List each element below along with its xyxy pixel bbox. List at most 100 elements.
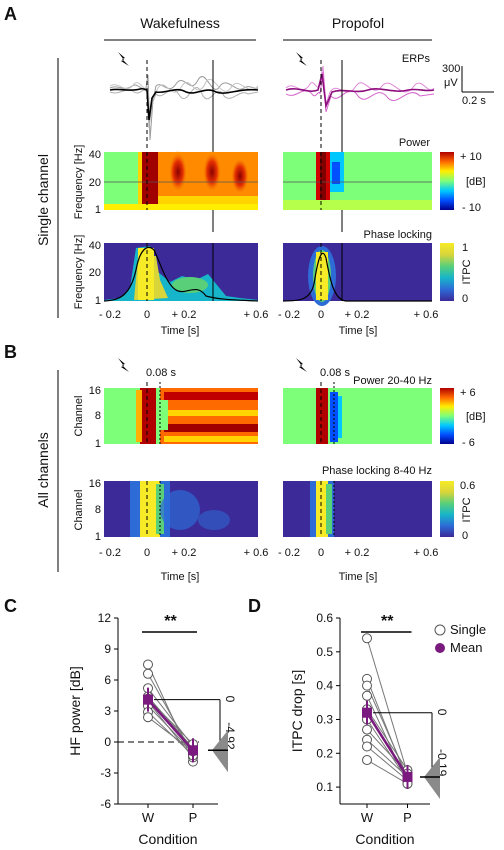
mean-line <box>147 698 194 752</box>
y-tick-label: 0.5 <box>316 645 333 659</box>
y-tick-label: 9 <box>104 642 111 656</box>
svg-text:+ 6: + 6 <box>460 387 476 399</box>
scale-amp: 300 <box>442 63 460 75</box>
row-label-all: All channels <box>35 432 51 508</box>
svg-text:+ 0.6: + 0.6 <box>244 547 269 559</box>
significance-label: ** <box>381 613 394 630</box>
svg-text:Frequency [Hz]: Frequency [Hz] <box>73 145 85 220</box>
svg-text:[dB]: [dB] <box>466 176 486 188</box>
svg-text:- 0.2: - 0.2 <box>99 547 121 559</box>
svg-text:1: 1 <box>462 242 468 254</box>
diff-distribution <box>424 756 440 799</box>
svg-text:+ 0.6: + 0.6 <box>414 309 439 321</box>
pair-line <box>366 638 408 774</box>
freq-axis-phase: Frequency [Hz] 40 20 1 <box>73 235 101 310</box>
svg-text:+ 0.6: + 0.6 <box>414 547 439 559</box>
svg-text:Channel: Channel <box>73 396 85 437</box>
y-axis-label: ITPC drop [s] <box>289 670 305 752</box>
itpc-map-wake <box>103 243 259 302</box>
svg-text:+ 10: + 10 <box>460 151 482 163</box>
y-tick-label: 0.2 <box>316 746 333 760</box>
stimulus-icon <box>118 52 129 66</box>
svg-text:16: 16 <box>89 478 101 490</box>
pair-line <box>366 709 408 771</box>
svg-text:0: 0 <box>318 309 324 321</box>
svg-text:- 0.2: - 0.2 <box>99 309 121 321</box>
single-point <box>143 712 153 723</box>
y-tick-label: -6 <box>100 797 111 811</box>
pair-line <box>147 698 194 745</box>
svg-text:8: 8 <box>95 504 101 516</box>
svg-text:+ 0.2: + 0.2 <box>345 309 370 321</box>
svg-text:Frequency [Hz]: Frequency [Hz] <box>73 235 85 310</box>
svg-text:0: 0 <box>462 293 468 305</box>
svg-text:ITPC: ITPC <box>461 497 473 522</box>
pair-line <box>147 705 194 753</box>
single-point <box>362 680 372 691</box>
svg-text:0: 0 <box>144 309 150 321</box>
svg-text:1: 1 <box>95 438 101 450</box>
svg-text:40: 40 <box>89 149 101 161</box>
y-tick-label: -3 <box>100 766 111 780</box>
y-tick-label: 0.1 <box>316 780 333 794</box>
x-tick-label: P <box>189 810 198 825</box>
time-axis-a-prop: - 0.2 0 + 0.2 + 0.6 Time [s] <box>278 309 438 337</box>
svg-text:20: 20 <box>89 267 101 279</box>
legend-marker-mean <box>435 643 445 653</box>
svg-text:Channel: Channel <box>73 490 85 531</box>
time-axis-b-prop: - 0.2 0 + 0.2 + 0.6 Time [s] <box>278 547 438 583</box>
single-point <box>362 755 372 766</box>
title-phase-band: Phase locking 8-40 Hz <box>322 465 432 477</box>
svg-text:1: 1 <box>95 204 101 216</box>
mean-line <box>365 712 409 778</box>
channel-power-map-wake <box>104 388 258 444</box>
diff-zero-label: 0 <box>223 696 237 703</box>
title-phase-locking: Phase locking <box>364 229 433 241</box>
diff-distribution <box>212 730 228 773</box>
diff-zero-label: 0 <box>435 709 449 716</box>
svg-text:0: 0 <box>462 530 468 542</box>
mean-point <box>188 745 198 756</box>
channel-itpc-map-prop <box>283 481 432 537</box>
column-header-propofol: Propofol <box>332 15 384 31</box>
mean-point <box>362 707 372 718</box>
svg-text:+ 0.2: + 0.2 <box>172 547 197 559</box>
y-tick-label: 12 <box>98 611 112 625</box>
single-point <box>362 690 372 701</box>
channel-power-map-prop <box>283 388 432 444</box>
y-tick-label: 0.6 <box>316 611 333 625</box>
panel-label-b: B <box>4 342 17 362</box>
channel-axis-phase: Channel 16 8 1 <box>73 478 101 543</box>
power-map-prop <box>283 152 432 210</box>
single-point <box>362 741 372 752</box>
title-power: Power <box>399 137 431 149</box>
svg-text:0: 0 <box>144 547 150 559</box>
legend-marker-single <box>434 624 446 636</box>
svg-text:+ 0.6: + 0.6 <box>244 309 269 321</box>
column-header-wakefulness: Wakefulness <box>140 15 220 31</box>
time-axis-a-wake: - 0.2 0 + 0.2 + 0.6 Time [s] <box>99 309 268 337</box>
pair-line <box>366 678 408 781</box>
y-tick-label: 0 <box>104 735 111 749</box>
svg-text:16: 16 <box>89 385 101 397</box>
x-tick-label: W <box>142 810 155 825</box>
panel-label-d: D <box>248 596 261 616</box>
svg-text:Time [s]: Time [s] <box>161 325 200 337</box>
scale-unit: μV <box>444 77 458 89</box>
svg-text:+ 0.2: + 0.2 <box>172 309 197 321</box>
pair-line <box>366 759 408 785</box>
colorbar-power-band: + 6 [dB] - 6 <box>440 387 486 449</box>
single-point <box>143 659 153 670</box>
svg-text:0.6: 0.6 <box>460 480 475 492</box>
svg-text:[dB]: [dB] <box>466 411 486 423</box>
x-tick-label: W <box>361 810 374 825</box>
title-erps: ERPs <box>402 53 431 65</box>
svg-text:40: 40 <box>89 240 101 252</box>
pair-line <box>366 739 408 778</box>
power-map-wake <box>104 150 258 210</box>
svg-text:20: 20 <box>89 177 101 189</box>
panel-label-a: A <box>4 4 17 24</box>
x-tick-label: P <box>403 810 412 825</box>
y-axis-label: HF power [dB] <box>67 666 83 755</box>
channel-itpc-map-wake <box>104 481 258 537</box>
